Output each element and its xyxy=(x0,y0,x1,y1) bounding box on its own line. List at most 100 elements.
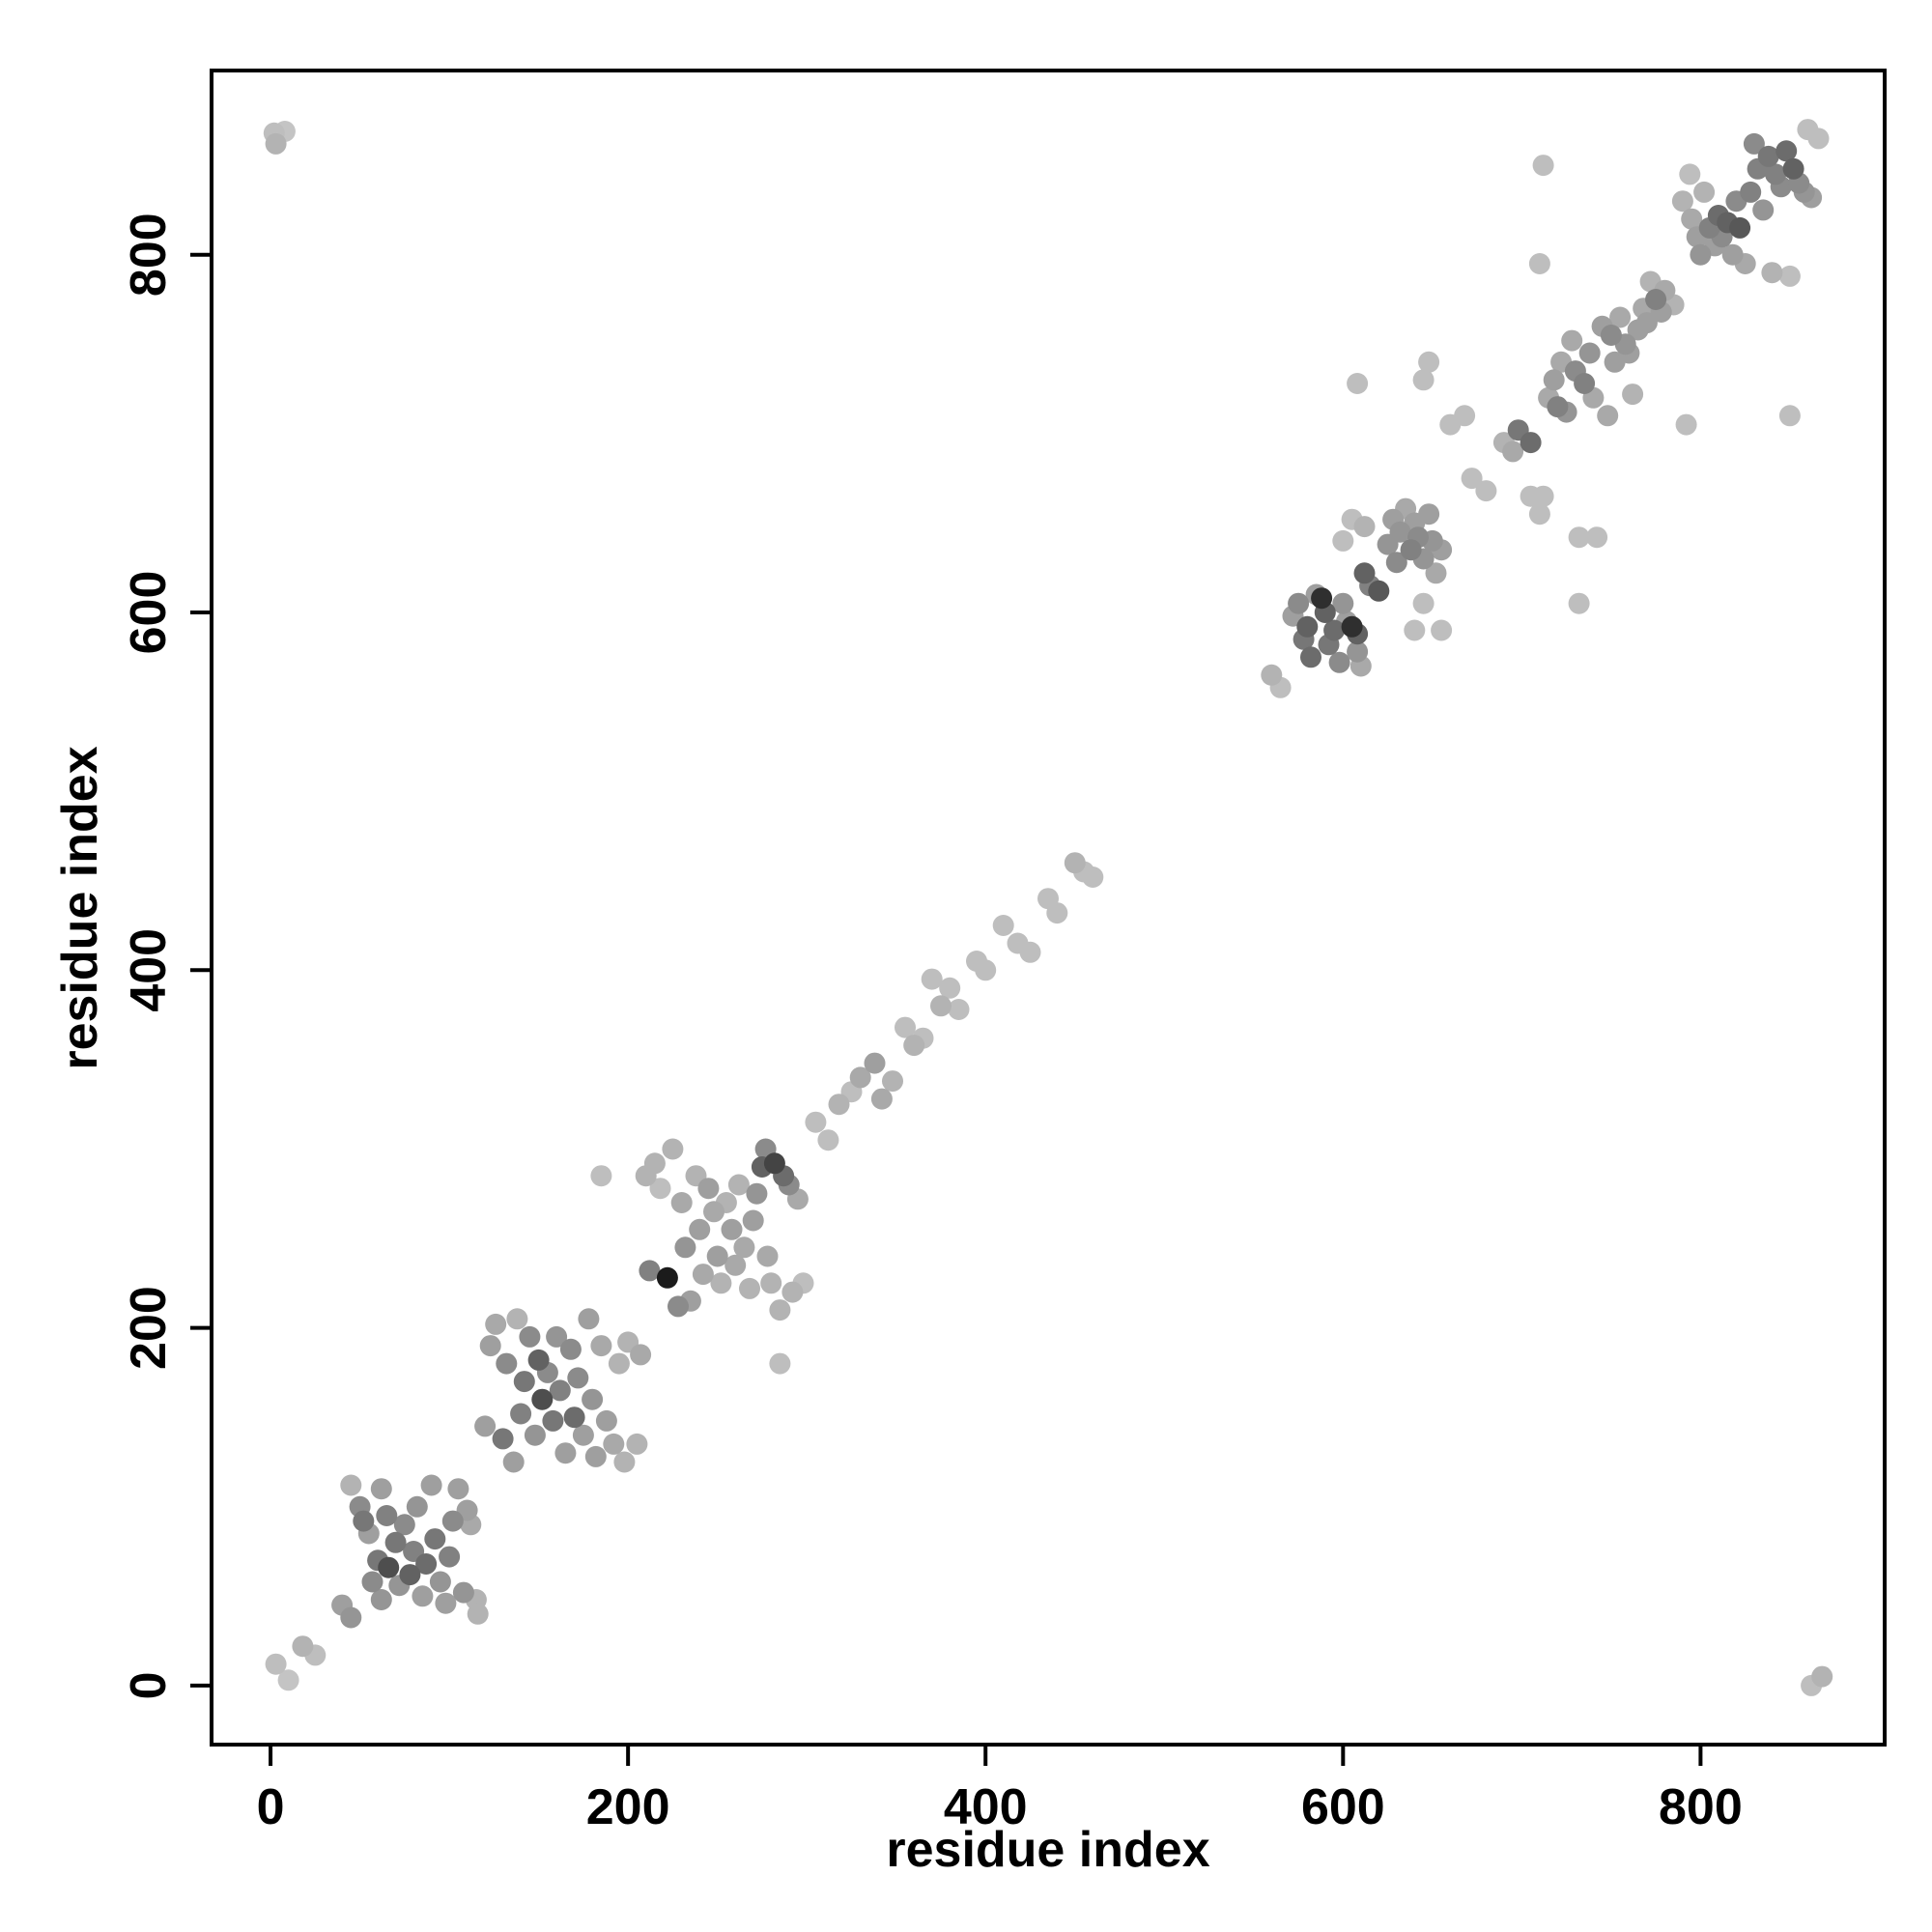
data-point xyxy=(1425,562,1447,584)
x-axis-label: residue index xyxy=(886,1822,1209,1878)
data-point xyxy=(630,1344,652,1366)
data-point xyxy=(1645,289,1667,310)
data-point xyxy=(578,1308,600,1330)
data-point xyxy=(496,1352,518,1375)
data-point xyxy=(340,1474,362,1496)
data-point xyxy=(1341,615,1363,638)
data-point xyxy=(1347,640,1369,663)
x-tick-label: 400 xyxy=(944,1779,1028,1835)
data-point xyxy=(1532,155,1554,177)
data-point xyxy=(828,1094,850,1116)
x-tick-label: 200 xyxy=(586,1779,670,1835)
data-point xyxy=(1064,852,1086,874)
data-point xyxy=(895,1016,916,1038)
data-point xyxy=(1679,163,1701,185)
data-point xyxy=(756,1245,779,1267)
data-point xyxy=(474,1415,497,1437)
data-point xyxy=(1721,243,1744,266)
data-point xyxy=(1743,132,1765,155)
data-point xyxy=(1671,190,1693,213)
data-point xyxy=(992,915,1014,936)
data-point xyxy=(733,1236,755,1259)
data-point xyxy=(817,1129,839,1151)
data-point xyxy=(1418,503,1440,526)
data-point xyxy=(1528,503,1550,526)
data-point xyxy=(1368,580,1390,602)
data-point xyxy=(849,1066,871,1089)
data-point xyxy=(706,1245,728,1267)
data-point xyxy=(467,1603,489,1625)
points-layer xyxy=(263,119,1833,1696)
data-point xyxy=(554,1442,577,1464)
data-point xyxy=(531,1388,554,1410)
data-point xyxy=(670,1192,693,1213)
data-point xyxy=(692,1264,714,1286)
data-point xyxy=(542,1409,564,1432)
data-point xyxy=(1761,262,1783,284)
data-point xyxy=(674,1236,696,1259)
data-point xyxy=(265,132,287,155)
data-point xyxy=(1400,539,1422,561)
data-point xyxy=(921,968,943,990)
data-point xyxy=(1389,521,1411,543)
data-point xyxy=(370,1589,392,1610)
data-point xyxy=(769,1299,791,1321)
data-point xyxy=(519,1325,541,1348)
data-point xyxy=(429,1571,451,1593)
data-point xyxy=(1578,342,1601,364)
y-tick-label: 800 xyxy=(121,213,177,297)
y-tick-label: 200 xyxy=(121,1286,177,1370)
data-point xyxy=(595,1409,617,1432)
data-point xyxy=(975,959,997,981)
data-point xyxy=(415,1553,438,1575)
data-point xyxy=(546,1325,568,1348)
data-point xyxy=(384,1531,407,1553)
data-point xyxy=(608,1352,630,1375)
data-point xyxy=(1561,329,1583,352)
data-point xyxy=(1418,351,1440,373)
data-point xyxy=(626,1433,648,1455)
data-point xyxy=(930,995,952,1017)
data-point xyxy=(1568,592,1590,614)
data-point xyxy=(939,977,961,999)
data-point xyxy=(572,1424,594,1446)
data-point xyxy=(1776,140,1798,162)
data-point xyxy=(376,1505,398,1526)
data-point xyxy=(590,1165,612,1187)
data-point xyxy=(721,1218,743,1240)
data-point xyxy=(1332,592,1354,614)
data-point xyxy=(903,1035,925,1057)
y-axis: 0 200 400 600 800 xyxy=(121,213,212,1699)
data-point xyxy=(727,1174,750,1196)
data-point xyxy=(1693,181,1716,203)
data-point xyxy=(370,1478,392,1500)
data-point xyxy=(1353,516,1376,538)
data-point xyxy=(549,1379,571,1402)
data-point xyxy=(1574,373,1596,394)
data-point xyxy=(485,1313,507,1335)
data-point xyxy=(378,1556,400,1578)
data-point xyxy=(424,1528,446,1550)
data-point xyxy=(1778,265,1801,287)
data-point xyxy=(739,1277,760,1299)
y-tick-label: 0 xyxy=(121,1671,177,1699)
data-point xyxy=(1412,369,1435,391)
data-point xyxy=(399,1564,421,1586)
data-point xyxy=(361,1571,384,1593)
x-axis: 0 200 400 600 800 xyxy=(257,1745,1743,1835)
data-point xyxy=(769,1352,791,1375)
data-point xyxy=(439,1546,461,1568)
data-point xyxy=(1311,587,1333,610)
data-point xyxy=(1019,941,1041,963)
data-point xyxy=(510,1403,532,1425)
data-point xyxy=(746,1182,768,1205)
x-tick-label: 600 xyxy=(1301,1779,1385,1835)
data-point xyxy=(1543,369,1565,391)
data-point xyxy=(649,1178,671,1200)
data-point xyxy=(1811,1665,1833,1688)
data-point xyxy=(781,1281,804,1303)
data-point xyxy=(1261,664,1283,686)
data-point xyxy=(1586,526,1608,549)
data-point xyxy=(643,1152,666,1175)
